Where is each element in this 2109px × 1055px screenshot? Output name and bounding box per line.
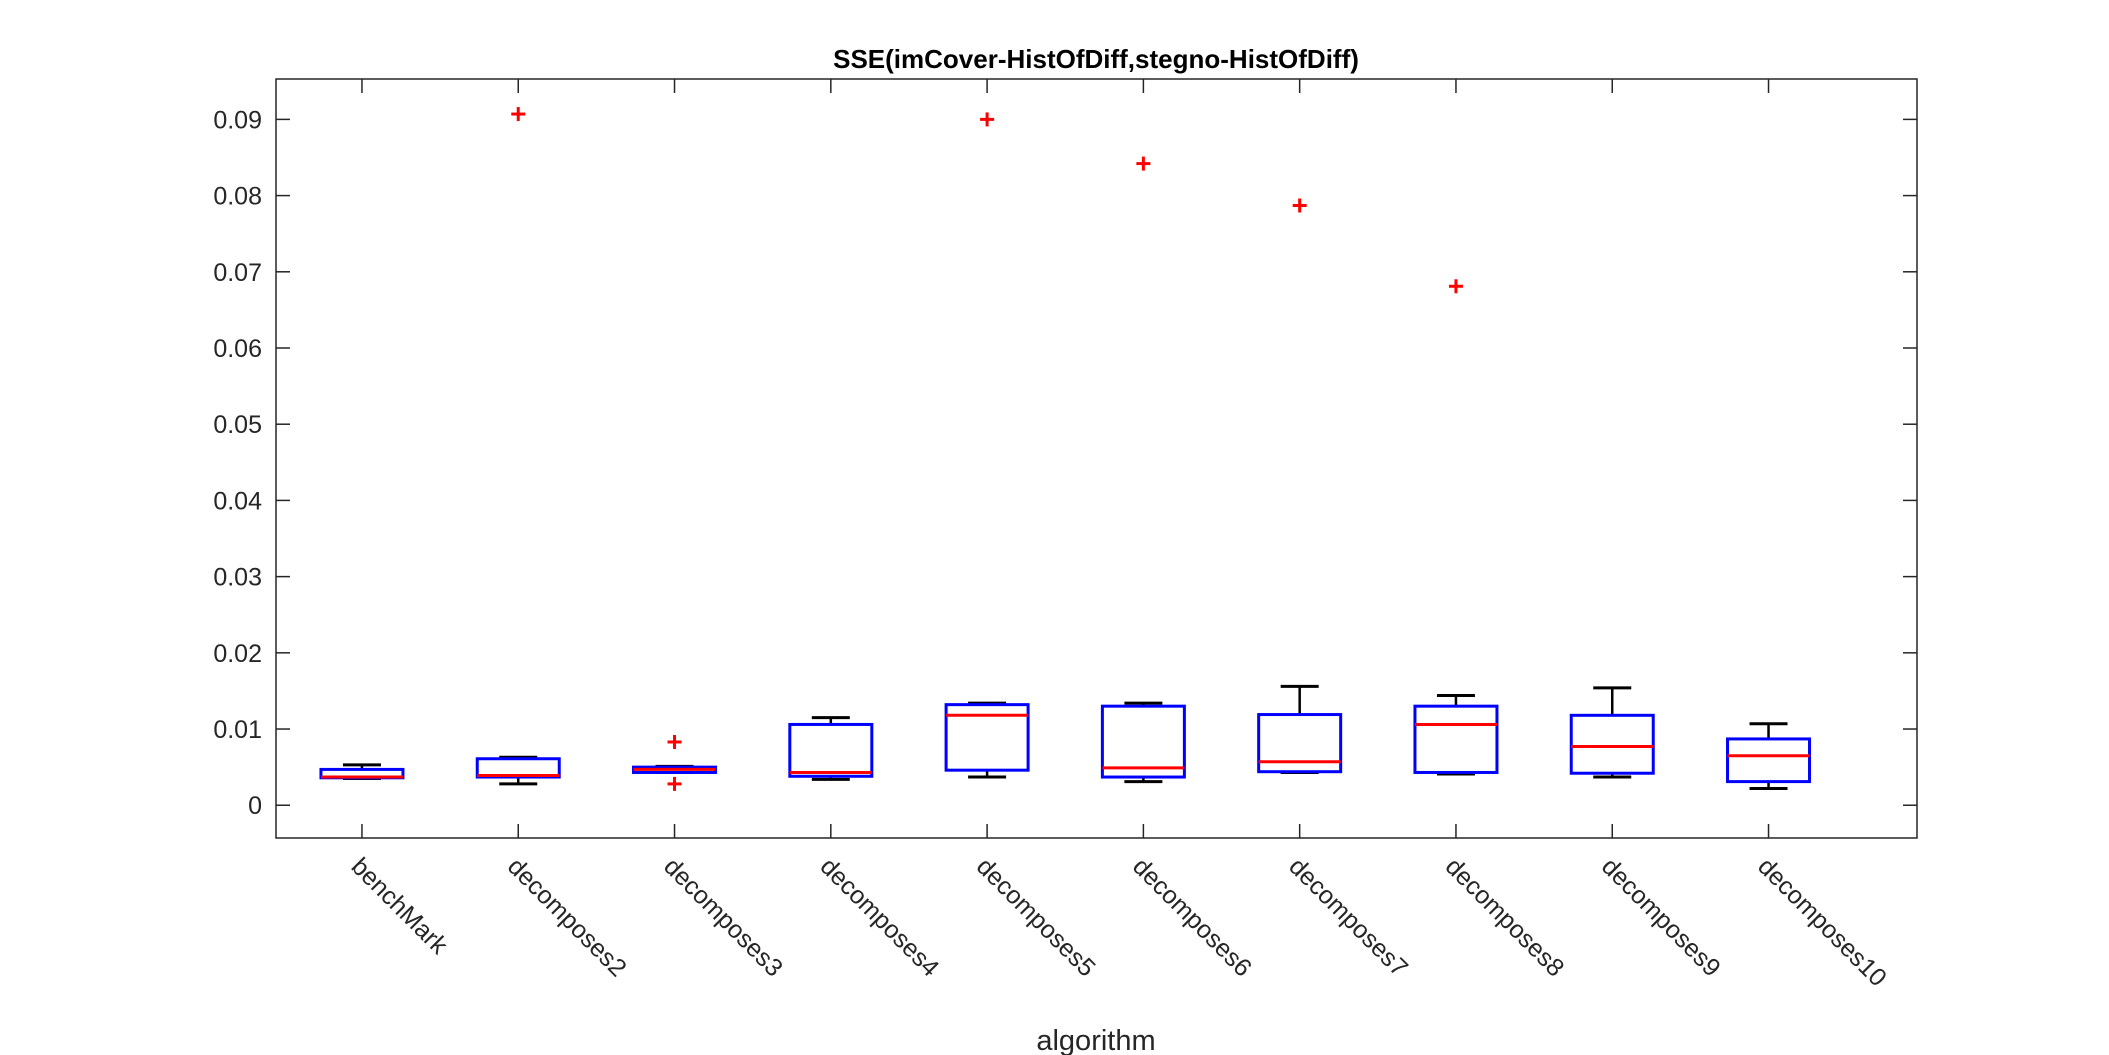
x-tick-label: decomposes7 <box>1283 852 1413 982</box>
box-iqr <box>1257 713 1343 774</box>
x-tick-label: decomposes6 <box>1127 852 1257 982</box>
box-iqr <box>788 722 874 778</box>
box-decomposes5 <box>944 112 1030 779</box>
chart-title: SSE(imCover-HistOfDiff,stegno-HistOfDiff… <box>833 44 1359 74</box>
box-decomposes8 <box>1413 279 1499 776</box>
box-iqr <box>1100 704 1186 779</box>
y-tick-label: 0.06 <box>213 335 262 363</box>
y-tick-label: 0.02 <box>213 640 262 668</box>
box-iqr <box>475 757 561 779</box>
x-tick-label: decomposes2 <box>502 852 632 982</box>
y-tick-label: 0.05 <box>213 411 262 439</box>
y-tick-label: 0.01 <box>213 716 262 744</box>
outlier-marker <box>1136 156 1151 171</box>
y-tick-label: 0.07 <box>213 259 262 287</box>
plot-area <box>275 78 1918 839</box>
outlier-marker <box>511 107 526 122</box>
x-tick-label: decomposes5 <box>971 852 1101 982</box>
box-decomposes10 <box>1726 722 1812 790</box>
box-benchMark <box>319 763 405 781</box>
x-axis-label: algorithm <box>1036 1025 1155 1055</box>
x-tick-label: benchMark <box>346 852 454 960</box>
box-decomposes6 <box>1100 156 1186 784</box>
outlier-marker <box>667 734 682 749</box>
outlier-marker <box>1448 279 1463 294</box>
y-tick-label: 0.09 <box>213 106 262 134</box>
x-tick-label: decomposes10 <box>1752 852 1892 992</box>
y-tick-label: 0 <box>248 792 262 820</box>
x-tick-label: decomposes3 <box>658 852 788 982</box>
box-decomposes4 <box>788 716 874 781</box>
outlier-marker <box>980 112 995 127</box>
box-decomposes9 <box>1569 686 1655 779</box>
outlier-marker <box>1292 198 1307 213</box>
x-tick-label: decomposes8 <box>1440 852 1570 982</box>
box-iqr <box>1726 737 1812 784</box>
box-iqr <box>944 703 1030 772</box>
y-axis: 0 0.01 0.02 0.03 0.04 0.05 0.06 0.07 0.08 0.09 <box>213 106 1917 820</box>
x-tick-label: decomposes4 <box>815 852 945 982</box>
box-decomposes3 <box>632 734 718 791</box>
box-decomposes7 <box>1257 198 1343 774</box>
box-iqr <box>1569 713 1655 775</box>
box-iqr <box>1413 704 1499 774</box>
outlier-marker <box>667 776 682 791</box>
y-tick-label: 0.04 <box>213 487 262 515</box>
y-tick-label: 0.08 <box>213 183 262 211</box>
box-series <box>319 107 1812 791</box>
y-tick-label: 0.03 <box>213 564 262 592</box>
x-tick-label: decomposes9 <box>1596 852 1726 982</box>
box-decomposes2 <box>475 107 561 786</box>
